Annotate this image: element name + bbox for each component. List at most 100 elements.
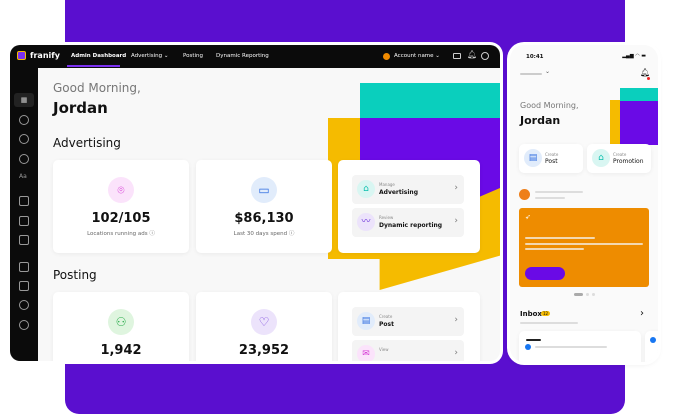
section-title-advertising: Advertising — [53, 136, 121, 150]
carousel-dots[interactable] — [574, 293, 596, 296]
post-icon: ▤ — [357, 312, 375, 330]
sidebar-item-users-icon[interactable] — [19, 154, 29, 164]
promo-card[interactable]: ➶ — [519, 208, 649, 287]
dot[interactable] — [592, 293, 595, 296]
brand-name: franify — [30, 51, 60, 60]
create-post-button[interactable]: ▤ Create Post — [519, 144, 583, 173]
section-title-posting: Posting — [53, 268, 97, 282]
sidebar-item-document-icon[interactable] — [19, 281, 29, 291]
user-name: Jordan — [53, 99, 108, 117]
inbox-title: Inbox — [520, 310, 542, 318]
status-time: 10:41 — [526, 54, 544, 60]
account-menu[interactable]: Account name ⌄ — [394, 53, 440, 59]
user-profile-icon[interactable] — [481, 52, 489, 60]
action-kicker: Manage — [379, 182, 395, 187]
sidebar-item-text-icon[interactable]: Aa — [19, 173, 27, 180]
review-reporting-button[interactable]: 〰 Review Dynamic reporting › — [352, 208, 464, 237]
action-kicker: Create — [613, 152, 627, 157]
active-tab-indicator — [67, 65, 120, 67]
info-icon: ⓘ — [149, 231, 155, 237]
placeholder-line — [535, 197, 565, 199]
sidebar-item-location-icon[interactable] — [19, 115, 29, 125]
placeholder-line — [525, 248, 584, 250]
sidebar-item-dashboard[interactable]: ▦ — [14, 93, 34, 107]
inbox-item[interactable] — [645, 331, 658, 362]
decor-purple — [620, 101, 658, 145]
user-name: Jordan — [520, 114, 561, 127]
sidebar-item-megaphone-icon[interactable] — [19, 196, 29, 206]
stat-card-followers: ⚇ 1,942 — [53, 292, 189, 361]
chevron-right-icon[interactable]: › — [640, 308, 644, 319]
nav-dynamic-reporting[interactable]: Dynamic Reporting — [216, 53, 269, 59]
account-name: Account name — [394, 53, 434, 59]
decor-teal — [360, 83, 500, 118]
nav-advertising-label: Advertising — [131, 53, 163, 59]
location-selector[interactable] — [520, 73, 542, 75]
chevron-right-icon: › — [454, 315, 458, 325]
chevron-right-icon: › — [454, 348, 458, 358]
users-icon: ⚇ — [108, 309, 134, 335]
stat-label: Locations running ads ⓘ — [87, 231, 155, 237]
sidebar-item-store-icon[interactable] — [19, 262, 29, 272]
bell-icon[interactable]: 🔔︎ — [640, 68, 651, 77]
main-content: Good Morning, Jordan Advertising ⌾ 102/1… — [38, 68, 500, 361]
mail-icon: ✉ — [357, 345, 375, 361]
facebook-icon — [525, 344, 531, 350]
nav-advertising[interactable]: Advertising ⌄ — [131, 53, 168, 59]
action-kicker: Create — [545, 152, 559, 157]
status-icons: ▂▄▆ ◠ ▬ — [622, 53, 646, 59]
action-kicker: Create — [379, 314, 393, 319]
action-label: Advertising — [379, 189, 418, 196]
bell-icon[interactable]: 🔔︎ — [467, 50, 478, 59]
info-icon: ⓘ — [288, 231, 295, 237]
mobile-phone: 10:41 ▂▄▆ ◠ ▬ ⌄ 🔔︎ Good Morning, Jordan … — [510, 45, 658, 362]
sidebar-item-reports-icon[interactable] — [19, 235, 29, 245]
promo-cta-button[interactable] — [525, 267, 565, 280]
stat-card-spend: ▭ $86,130 Last 30 days spend ⓘ — [196, 160, 332, 253]
stat-label: Last 30 days spend ⓘ — [233, 231, 295, 237]
stat-value: 1,942 — [100, 343, 142, 358]
sidebar-item-globe-icon[interactable] — [19, 300, 29, 310]
inbox-item[interactable] — [519, 331, 641, 362]
sidebar-item-chat-icon[interactable] — [19, 216, 29, 226]
action-label: Post — [545, 158, 558, 165]
nav-posting[interactable]: Posting — [183, 53, 204, 59]
placeholder-line — [535, 346, 607, 348]
rocket-icon: ➶ — [525, 213, 531, 221]
tag-icon: ⌂ — [592, 149, 610, 167]
chevron-right-icon: › — [454, 183, 458, 193]
action-label: Post — [379, 321, 394, 328]
stat-card-likes: ♡ 23,952 — [196, 292, 332, 361]
heart-icon: ♡ — [251, 309, 277, 335]
tag-icon: ⌂ — [357, 180, 375, 198]
create-post-button[interactable]: ▤ Create Post › — [352, 307, 464, 336]
nav-admin-dashboard[interactable]: Admin Dashboard — [71, 53, 127, 59]
top-nav-bar: franify Admin Dashboard Advertising ⌄ Po… — [10, 45, 500, 68]
stat-value: $86,130 — [234, 211, 294, 226]
sidebar-item-circles-icon[interactable] — [19, 134, 29, 144]
posting-actions-card: ▤ Create Post › ✉ View › — [338, 292, 480, 361]
post-icon: ▤ — [524, 149, 542, 167]
manage-advertising-button[interactable]: ⌂ Manage Advertising › — [352, 175, 464, 204]
wallet-icon[interactable] — [453, 53, 461, 59]
chevron-down-icon: ⌄ — [163, 53, 169, 59]
decor-teal — [620, 88, 658, 101]
location-pin-icon: ⌾ — [108, 177, 134, 203]
sidebar: ▦ Aa — [10, 68, 38, 361]
credit-card-icon: ▭ — [251, 177, 277, 203]
action-label: Dynamic reporting — [379, 222, 443, 229]
stat-value: 23,952 — [238, 343, 290, 358]
trend-icon: 〰 — [357, 213, 375, 231]
dot[interactable] — [586, 293, 589, 296]
create-promotion-button[interactable]: ⌂ Create Promotion — [587, 144, 651, 173]
notification-dot — [647, 77, 650, 80]
sidebar-item-profile-icon[interactable] — [19, 320, 29, 330]
account-avatar[interactable] — [383, 53, 390, 60]
avatar — [519, 189, 530, 200]
dot-active[interactable] — [574, 293, 583, 296]
greeting: Good Morning, — [53, 81, 141, 95]
placeholder-line — [526, 339, 541, 341]
chevron-down-icon[interactable]: ⌄ — [545, 68, 551, 75]
action-kicker: View — [379, 347, 389, 352]
view-inbox-button[interactable]: ✉ View › — [352, 340, 464, 361]
